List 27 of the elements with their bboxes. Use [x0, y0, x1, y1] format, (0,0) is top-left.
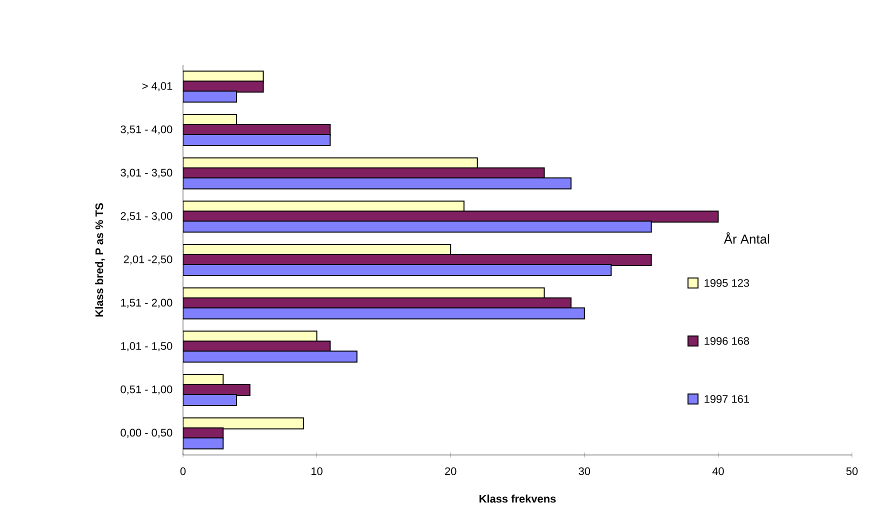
y-tick-label: 1,01 - 1,50	[121, 342, 172, 352]
bar	[183, 134, 331, 146]
y-tick-label: 0,51 - 1,00	[120, 385, 172, 395]
y-tick-label: 0,00 - 0,50	[120, 428, 172, 438]
legend-label: 1995 123	[704, 279, 750, 287]
legend-title: År Antal	[724, 232, 770, 244]
bar	[183, 350, 358, 363]
y-tick-label: 2,01 -2,50	[124, 255, 172, 265]
x-tick-label: 30	[578, 467, 590, 476]
y-tick-label: 3,01 - 3,50	[120, 168, 172, 178]
y-tick-label: > 4,01	[142, 82, 172, 92]
x-tick-label: 40	[712, 467, 724, 476]
x-tick-label: 0	[180, 467, 186, 476]
x-tick-label: 20	[445, 467, 456, 476]
bar	[183, 220, 652, 233]
y-axis-title: Klass bred, P as % TS	[95, 203, 105, 317]
x-tick-label: 50	[846, 467, 858, 476]
legend-label: 1997 161	[704, 395, 750, 403]
y-tick-label: 2,51 - 3,00	[120, 212, 172, 222]
bar	[183, 264, 612, 276]
bar	[183, 177, 572, 190]
x-tick-label: 10	[312, 467, 322, 476]
y-tick-label: 1,51 - 2,00	[121, 298, 172, 308]
x-axis-title: Klass frekvens	[480, 494, 556, 503]
bar	[183, 307, 585, 320]
legend-label: 1996 168	[704, 337, 750, 345]
y-tick-label: 3,51 - 4,00	[120, 125, 172, 135]
